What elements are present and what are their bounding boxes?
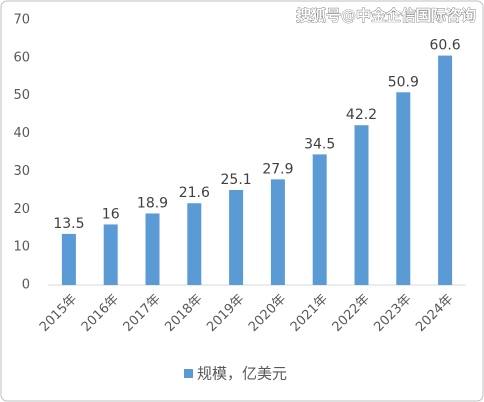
- data-label: 60.6: [430, 38, 461, 54]
- data-label: 16: [102, 206, 120, 222]
- y-tick-label: 70: [13, 13, 30, 28]
- bar: [61, 233, 76, 285]
- bar: [396, 92, 411, 285]
- data-label: 50.9: [388, 74, 419, 90]
- legend-label: 规模，亿美元: [197, 365, 287, 383]
- data-label: 27.9: [262, 161, 293, 177]
- data-label: 13.5: [53, 216, 84, 232]
- y-tick-label: 50: [13, 88, 30, 103]
- bar: [229, 189, 244, 285]
- data-label: 18.9: [137, 195, 168, 211]
- y-tick-label: 40: [13, 126, 30, 141]
- bar: [270, 179, 285, 285]
- data-label: 21.6: [179, 185, 210, 201]
- bar: [145, 213, 160, 285]
- bar: [438, 55, 453, 286]
- watermark: 搜狐号@中金企信国际咨询: [296, 7, 476, 25]
- y-tick-label: 10: [13, 240, 30, 255]
- data-label: 34.5: [304, 136, 335, 152]
- legend-swatch: [184, 369, 193, 378]
- y-tick-label: 0: [22, 278, 30, 293]
- data-label: 42.2: [346, 107, 377, 123]
- bar: [187, 203, 202, 285]
- y-tick-label: 20: [13, 202, 30, 217]
- bar: [312, 154, 327, 285]
- bar: [354, 125, 369, 285]
- y-tick-label: 30: [13, 164, 30, 179]
- bar: [103, 224, 118, 285]
- y-tick-label: 60: [13, 50, 30, 65]
- data-label: 25.1: [221, 172, 252, 188]
